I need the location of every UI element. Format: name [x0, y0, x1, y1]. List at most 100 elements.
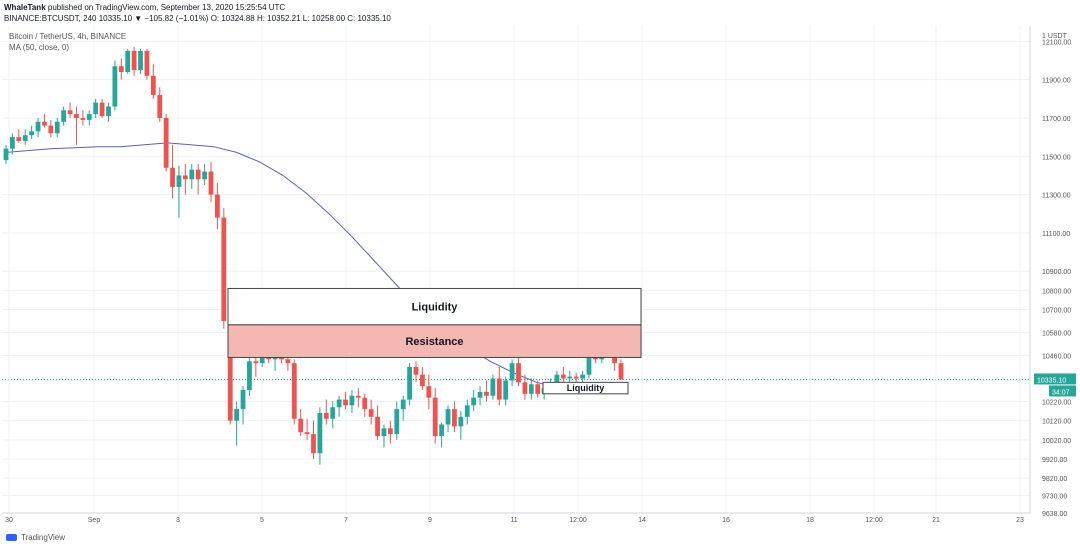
candle-body [349, 395, 355, 406]
price-axis-unit: 1 USDT [1042, 33, 1068, 40]
footer-brand[interactable]: TradingView [21, 533, 66, 542]
candle-body [560, 374, 566, 379]
candle-body [208, 171, 214, 195]
time-tick-label: 3 [176, 517, 180, 524]
candle-body [195, 169, 201, 180]
candle-body [413, 367, 419, 375]
candle-body [432, 397, 438, 436]
price-tick-label: 10580.00 [1042, 331, 1071, 338]
symbol-ohlc: BINANCE:BTCUSDT, 240 10335.10 ▼ −105.82 … [4, 14, 391, 23]
candle-body [381, 428, 387, 436]
candle-body [144, 50, 150, 76]
resistance-label: Resistance [405, 336, 463, 348]
legend-ma[interactable]: MA (50, close, 0) [9, 43, 70, 52]
annotation-box[interactable] [227, 324, 642, 358]
candle-body [189, 169, 195, 180]
candle-body [202, 171, 207, 180]
candle-body [580, 374, 585, 379]
tradingview-logo-icon [6, 534, 17, 541]
candle-body [464, 405, 470, 417]
candle-body [452, 409, 457, 427]
candle-body [554, 374, 560, 383]
candle-body [131, 50, 137, 71]
price-tick-label: 9920.00 [1042, 457, 1067, 464]
candle-body [285, 359, 291, 364]
publish-info: published on TradingView.com, September … [47, 3, 286, 12]
candle-body [394, 409, 400, 435]
time-tick-label: 18 [806, 517, 814, 524]
candle-body [29, 131, 35, 136]
candle-body [157, 94, 163, 118]
candle-body [61, 110, 67, 122]
chart-grid [2, 26, 1030, 514]
candle-body [125, 50, 131, 72]
candle-body [336, 399, 342, 408]
candle-body [176, 175, 182, 187]
time-tick-label: 9 [428, 517, 432, 524]
candle-body [170, 167, 175, 187]
candle-body [407, 367, 412, 400]
candle-body [22, 135, 28, 141]
annotation-layer[interactable]: Liquidity Resistance Liquidity [227, 287, 642, 395]
candle-body [330, 407, 336, 419]
candle-body [311, 434, 316, 454]
candle-body [618, 363, 624, 380]
price-tick-label: 9638.00 [1042, 511, 1067, 518]
countdown-badge [1049, 385, 1076, 397]
footer: TradingView [6, 533, 65, 542]
time-tick-label: 11 [510, 517, 517, 524]
candle-body [516, 363, 521, 383]
candle-body [471, 397, 477, 406]
candle-body [522, 382, 528, 394]
time-tick-label: 12:00 [569, 517, 587, 524]
countdown-label: 34:07 [1052, 389, 1070, 396]
price-tick-label: 11100.00 [1042, 231, 1070, 238]
candle-body [586, 357, 592, 375]
candle-body [221, 217, 227, 322]
price-tick-label: 10900.00 [1042, 269, 1071, 276]
candle-body [215, 194, 220, 218]
candle-body [362, 397, 368, 410]
candle-body [445, 409, 451, 425]
candle-body [400, 399, 406, 410]
price-tick-label: 10020.00 [1042, 438, 1071, 445]
candles-layer [3, 47, 624, 465]
candle-body [182, 175, 188, 180]
price-tick-label: 11900.00 [1042, 78, 1071, 85]
price-tick-label: 11500.00 [1042, 154, 1071, 161]
candle-body [138, 50, 143, 71]
candle-body [234, 409, 240, 421]
candle-body [304, 432, 310, 435]
candle-body [439, 424, 445, 436]
candle-body [112, 66, 118, 107]
price-tick-label: 10800.00 [1042, 288, 1071, 295]
candle-body [355, 395, 361, 398]
time-tick-label: 23 [1016, 517, 1024, 524]
candle-body [573, 376, 579, 379]
time-tick-label: 12:00 [865, 517, 883, 524]
candle-body [291, 363, 297, 419]
candle-body [163, 117, 169, 168]
candle-body [509, 363, 515, 381]
price-tick-label: 10220.00 [1042, 399, 1071, 406]
annotation-box[interactable] [542, 381, 629, 395]
candle-body [54, 121, 60, 134]
price-tick-label: 12100.00 [1042, 39, 1071, 46]
price-tick-label: 10120.00 [1042, 419, 1071, 426]
liquidity-label: Liquidity [567, 383, 605, 393]
candle-body [490, 378, 496, 396]
candle-body [3, 148, 9, 161]
author-name[interactable]: WhaleTank [4, 3, 46, 12]
chart-legend: Bitcoin / TetherUS, 4h, BINANCE MA (50, … [9, 31, 126, 53]
candle-body [16, 137, 22, 141]
candle-body [375, 416, 380, 436]
price-tick-label: 10460.00 [1042, 354, 1071, 361]
time-tick-label: Sep [88, 517, 101, 524]
price-tick-label: 9730.00 [1042, 493, 1067, 500]
candle-body [535, 384, 541, 394]
candle-body [10, 137, 15, 149]
candle-body [93, 102, 99, 115]
candle-body [86, 114, 92, 120]
candle-body [458, 416, 464, 427]
